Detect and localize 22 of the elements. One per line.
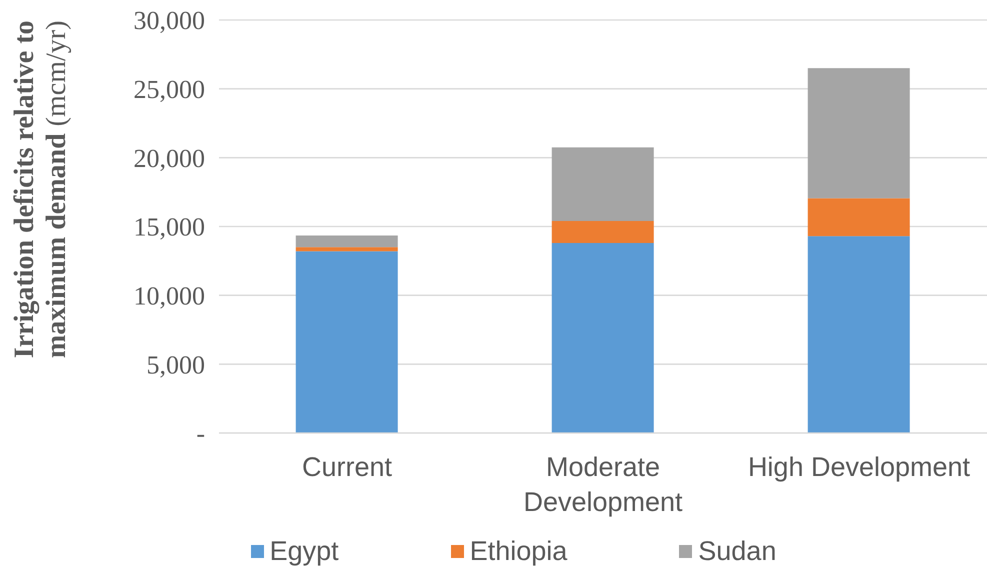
legend-label: Egypt <box>270 536 339 566</box>
legend-label: Sudan <box>698 536 776 566</box>
x-tick-label: Current <box>302 452 393 482</box>
y-tick-label: 25,000 <box>134 75 205 104</box>
y-tick-label: 20,000 <box>134 144 205 173</box>
x-tick-label: Moderate Development <box>523 452 684 518</box>
bar <box>296 235 398 248</box>
bar <box>808 68 910 198</box>
y-tick-label: 10,000 <box>134 282 205 311</box>
bar <box>296 251 398 433</box>
y-tick-label: - <box>196 419 205 448</box>
bar <box>552 147 654 221</box>
bar <box>552 243 654 433</box>
y-tick-label: 15,000 <box>134 212 205 242</box>
bar <box>552 220 654 244</box>
y-tick-label: 5,000 <box>146 350 205 380</box>
x-tick-label: High Development <box>748 452 971 482</box>
bar <box>296 247 398 252</box>
y-tick-label: 30,000 <box>134 6 205 36</box>
bar <box>808 198 910 236</box>
legend-label: Ethiopia <box>470 536 568 566</box>
bar <box>808 236 910 433</box>
